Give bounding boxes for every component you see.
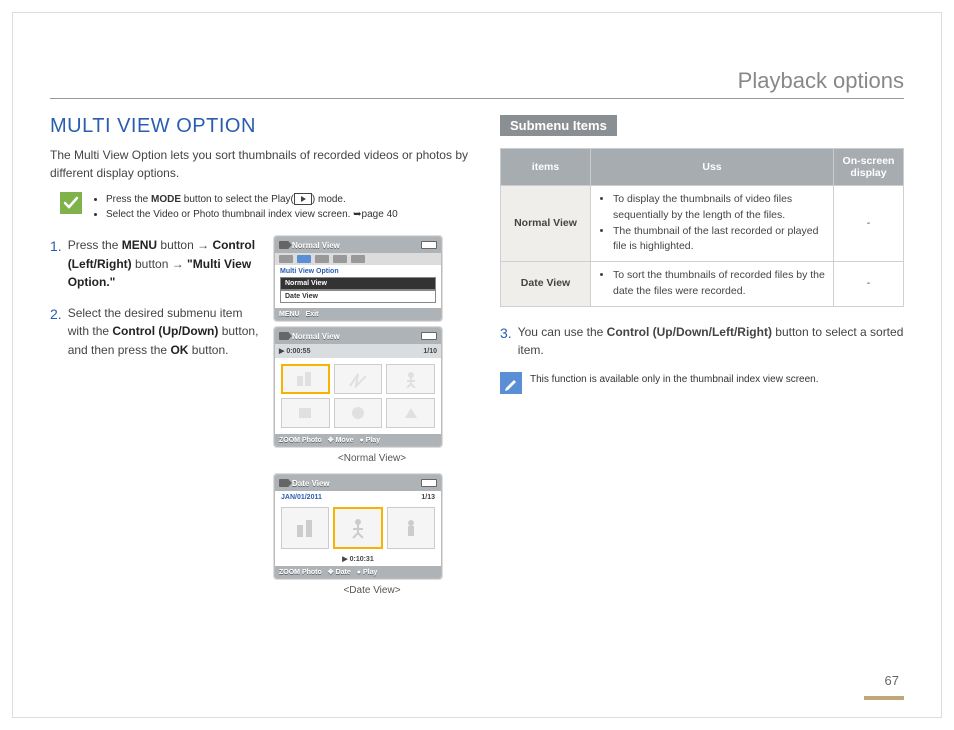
foot-label: ZOOM Photo — [279, 569, 322, 576]
screen-title: Normal View — [292, 332, 340, 341]
page-counter: 1/10 — [423, 348, 437, 355]
thumbnail-grid — [275, 358, 441, 434]
clip-time: ▶ 0:10:31 — [275, 555, 441, 566]
camera-icon — [279, 479, 289, 487]
chapter-title: Playback options — [738, 68, 904, 94]
tab-icon — [333, 255, 347, 263]
step-number: 1. — [50, 236, 62, 292]
battery-icon — [421, 241, 437, 249]
pencil-icon — [500, 372, 522, 394]
checkmark-icon — [60, 192, 82, 214]
page-number: 67 — [885, 673, 899, 688]
right-column: Submenu Items items Uss On-screen displa… — [500, 115, 904, 606]
step-text: You can use the Control (Up/Down/Left/Ri… — [518, 323, 904, 360]
tab-icon — [351, 255, 365, 263]
screen-title: Date View — [292, 479, 330, 488]
manual-page: Playback options MULTI VIEW OPTION The M… — [0, 0, 954, 730]
foot-menu-label: MENU — [279, 311, 300, 318]
submenu-heading: Submenu Items — [500, 115, 617, 136]
thumbnail — [386, 364, 435, 394]
time-counter: ▶ 0:00:55 — [279, 347, 310, 355]
tab-icon — [315, 255, 329, 263]
thumbnail — [333, 507, 383, 549]
footer-note-text: This function is available only in the t… — [530, 372, 819, 387]
screenshot-caption: <Date View> — [274, 585, 470, 596]
prerequisite-list: Press the MODE button to select the Play… — [106, 192, 398, 222]
table-header: Uss — [591, 149, 834, 186]
screenshots-column: Normal View Multi View Option — [274, 236, 470, 606]
table-row: Normal View To display the thumbnails of… — [501, 186, 904, 262]
battery-icon — [421, 332, 437, 340]
screen-title: Normal View — [292, 241, 340, 250]
step-text: Press the MENU button → Control (Left/Ri… — [68, 236, 260, 292]
row-label: Normal View — [501, 186, 591, 262]
thumbnail — [387, 507, 435, 549]
menu-option-title: Multi View Option — [280, 268, 436, 275]
thumbnail — [281, 364, 330, 394]
steps-list: 1. Press the MENU button → Control (Left… — [50, 236, 260, 606]
row-osd: - — [834, 262, 904, 307]
step-1: 1. Press the MENU button → Control (Left… — [50, 236, 260, 292]
foot-label: ZOOM Photo — [279, 437, 322, 444]
thumbnail — [334, 398, 383, 428]
prerequisite-note: Press the MODE button to select the Play… — [60, 192, 470, 222]
intro-paragraph: The Multi View Option lets you sort thum… — [50, 146, 470, 182]
row-osd: - — [834, 186, 904, 262]
page-counter: 1/13 — [421, 494, 435, 501]
step-2: 2. Select the desired submenu item with … — [50, 304, 260, 360]
menu-item: Date View — [280, 290, 436, 303]
row-uses: To display the thumbnails of video files… — [591, 186, 834, 262]
foot-label: ✥ Move — [328, 436, 354, 444]
use-item: To sort the thumbnails of recorded files… — [613, 268, 825, 300]
prerequisite-item: Select the Video or Photo thumbnail inde… — [106, 207, 398, 222]
use-item: The thumbnail of the last recorded or pl… — [613, 224, 825, 256]
left-column: MULTI VIEW OPTION The Multi View Option … — [50, 115, 470, 606]
battery-icon — [421, 479, 437, 487]
table-row: Date View To sort the thumbnails of reco… — [501, 262, 904, 307]
table-header-row: items Uss On-screen display — [501, 149, 904, 186]
foot-label: ● Play — [357, 569, 378, 576]
section-heading: MULTI VIEW OPTION — [50, 115, 470, 138]
thumbnail — [281, 507, 329, 549]
foot-exit-label: Exit — [306, 311, 319, 318]
screen-tab-strip — [275, 253, 441, 265]
footer-note: This function is available only in the t… — [500, 372, 904, 394]
lcd-screenshot-menu: Normal View Multi View Option — [274, 236, 442, 321]
use-item: To display the thumbnails of video files… — [613, 192, 825, 224]
camera-icon — [279, 332, 289, 340]
step-3: 3. You can use the Control (Up/Down/Left… — [500, 323, 904, 360]
screenshot-caption: <Normal View> — [274, 453, 470, 464]
step-number: 2. — [50, 304, 62, 360]
thumbnail — [334, 364, 383, 394]
chapter-divider — [50, 98, 904, 99]
tab-icon — [279, 255, 293, 263]
thumbnail — [281, 398, 330, 428]
row-label: Date View — [501, 262, 591, 307]
row-uses: To sort the thumbnails of recorded files… — [591, 262, 834, 307]
foot-label: ✥ Date — [328, 568, 351, 576]
tab-icon — [297, 255, 311, 263]
foot-label: ● Play — [360, 437, 381, 444]
menu-item-selected: Normal View — [280, 277, 436, 290]
lcd-screenshot-normal-view: Normal View ▶ 0:00:55 1/10 — [274, 327, 442, 447]
date-label: JAN/01/2011 — [281, 494, 322, 501]
table-header: On-screen display — [834, 149, 904, 186]
submenu-table: items Uss On-screen display Normal View … — [500, 148, 904, 307]
step-number: 3. — [500, 323, 512, 360]
table-header: items — [501, 149, 591, 186]
prerequisite-item: Press the MODE button to select the Play… — [106, 192, 398, 207]
step-text: Select the desired submenu item with the… — [68, 304, 260, 360]
camera-icon — [279, 241, 289, 249]
page-accent-bar — [864, 696, 904, 700]
thumbnail — [386, 398, 435, 428]
lcd-screenshot-date-view: Date View JAN/01/2011 1/13 — [274, 474, 442, 579]
play-mode-icon — [294, 193, 312, 205]
date-thumbnail-row — [275, 501, 441, 555]
